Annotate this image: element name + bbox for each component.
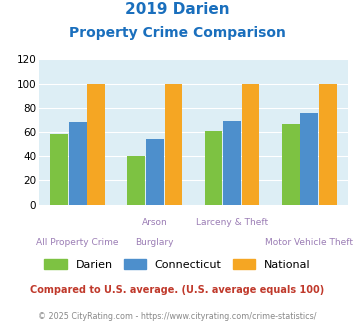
Bar [300, 113, 318, 205]
Text: Arson: Arson [142, 218, 168, 227]
Text: Burglary: Burglary [136, 238, 174, 247]
Text: Larceny & Theft: Larceny & Theft [196, 218, 268, 227]
Bar [282, 123, 300, 205]
Bar [87, 83, 105, 205]
Text: 2019 Darien: 2019 Darien [125, 2, 230, 16]
Text: Compared to U.S. average. (U.S. average equals 100): Compared to U.S. average. (U.S. average … [31, 285, 324, 295]
Text: © 2025 CityRating.com - https://www.cityrating.com/crime-statistics/: © 2025 CityRating.com - https://www.city… [38, 312, 317, 321]
Bar [127, 156, 145, 205]
Bar [242, 83, 260, 205]
Text: Motor Vehicle Theft: Motor Vehicle Theft [265, 238, 353, 247]
Bar [146, 139, 164, 205]
Text: Property Crime Comparison: Property Crime Comparison [69, 26, 286, 40]
Bar [164, 83, 182, 205]
Text: All Property Crime: All Property Crime [37, 238, 119, 247]
Bar [50, 134, 68, 205]
Bar [69, 122, 87, 205]
Bar [205, 131, 223, 205]
Bar [319, 83, 337, 205]
Bar [223, 121, 241, 205]
Legend: Darien, Connecticut, National: Darien, Connecticut, National [40, 255, 315, 274]
